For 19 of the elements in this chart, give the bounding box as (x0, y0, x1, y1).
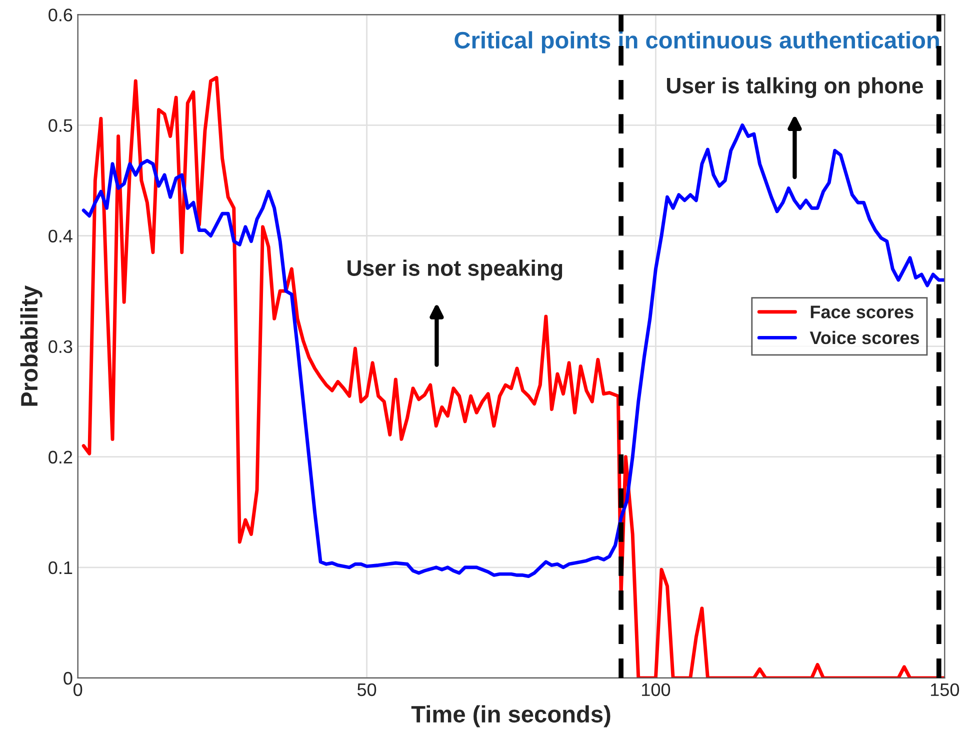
y-tick-label: 0.5 (48, 119, 72, 132)
x-tick-label: 100 (642, 683, 670, 696)
line-series (82, 123, 945, 578)
y-tick-label: 0.6 (48, 8, 72, 22)
y-tick-label: 0.4 (48, 230, 72, 242)
annotation: User is not speaking (348, 260, 562, 280)
legend-label: Voice scores (810, 330, 920, 344)
y-tick-label: 0 (64, 672, 72, 685)
legend-label: Face scores (810, 306, 914, 318)
y-tick-label: 0.2 (48, 450, 72, 464)
x-tick-label: 50 (357, 683, 376, 696)
y-tick-label: 0.1 (48, 561, 72, 574)
x-tick-label: 0 (74, 683, 82, 696)
line-series (82, 76, 945, 678)
y-tick-label: 0.3 (48, 340, 72, 354)
x-tick-label: 150 (930, 683, 960, 696)
y-axis-title: Probability (20, 285, 42, 406)
x-axis-title: Time (in seconds) (411, 705, 610, 728)
annotation: User is talking on phone (667, 77, 923, 98)
